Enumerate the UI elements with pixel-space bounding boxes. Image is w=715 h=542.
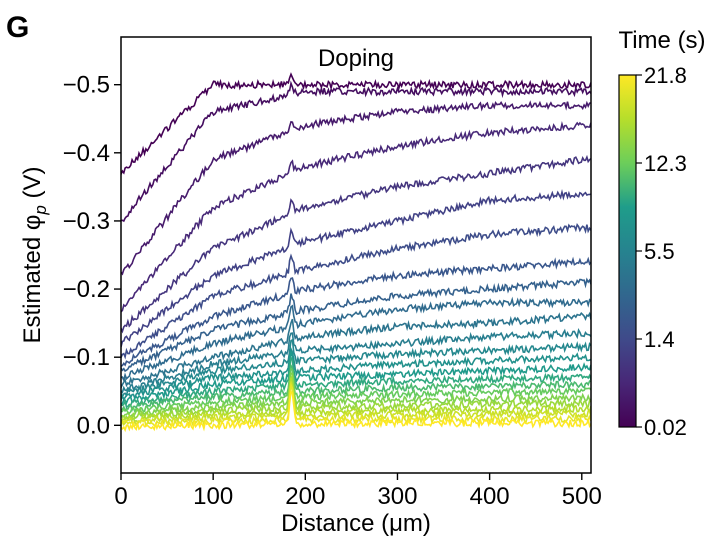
y-axis: −0.5 −0.4 −0.3 −0.2 −0.1 0.0 [63, 72, 121, 439]
colorbar-ticks: 21.8 12.3 5.5 1.4 0.02 [636, 63, 687, 440]
series-line [121, 80, 591, 223]
series-line [121, 277, 591, 373]
y-tick-label: −0.4 [63, 140, 110, 167]
series-line [121, 121, 591, 313]
x-tick-label: 300 [377, 483, 417, 510]
series-line [121, 346, 591, 401]
y-axis-label-subscript: p [31, 205, 50, 215]
colorbar-tick-label: 12.3 [644, 151, 687, 176]
y-axis-label: Estimated φp (V) [19, 166, 50, 343]
series-line [121, 381, 591, 427]
x-tick-label: 400 [470, 483, 510, 510]
series-line [121, 100, 591, 276]
y-tick-label: −0.5 [63, 72, 110, 99]
series-line [121, 311, 591, 388]
x-tick-label: 500 [562, 483, 602, 510]
series-line [121, 72, 591, 175]
series-line [121, 189, 591, 348]
plot-frame [120, 36, 592, 474]
series-line [121, 351, 591, 406]
x-tick-label: 0 [114, 483, 127, 510]
colorbar-tick-label: 1.4 [644, 327, 675, 352]
colorbar-label: Time (s) [618, 27, 705, 54]
y-tick-label: −0.1 [63, 344, 110, 371]
y-tick-label: 0.0 [77, 412, 110, 439]
colorbar-tick-label: 0.02 [644, 415, 687, 440]
y-tick-label: −0.3 [63, 208, 110, 235]
series-line [121, 338, 591, 399]
colorbar-tick-label: 21.8 [644, 63, 687, 88]
x-axis-label: Distance (μm) [281, 510, 431, 537]
series-line [121, 154, 591, 334]
series-line [121, 374, 591, 423]
colorbar-tick-label: 5.5 [644, 239, 675, 264]
colorbar [618, 74, 637, 428]
series-line [121, 389, 591, 433]
series-line [121, 223, 591, 360]
y-axis-label-unit: (V) [19, 166, 46, 205]
y-axis-label-main: Estimated φ [19, 215, 46, 344]
panel-label: G [6, 11, 29, 44]
series-line [121, 256, 591, 367]
x-axis: 0 100 200 300 400 500 [114, 473, 602, 510]
series-line [121, 296, 591, 383]
series-layer [121, 72, 591, 433]
x-tick-label: 100 [193, 483, 233, 510]
series-line [121, 355, 591, 409]
y-tick-label: −0.2 [63, 276, 110, 303]
x-tick-label: 200 [285, 483, 325, 510]
series-line [121, 363, 591, 413]
chart-title: Doping [318, 45, 394, 72]
